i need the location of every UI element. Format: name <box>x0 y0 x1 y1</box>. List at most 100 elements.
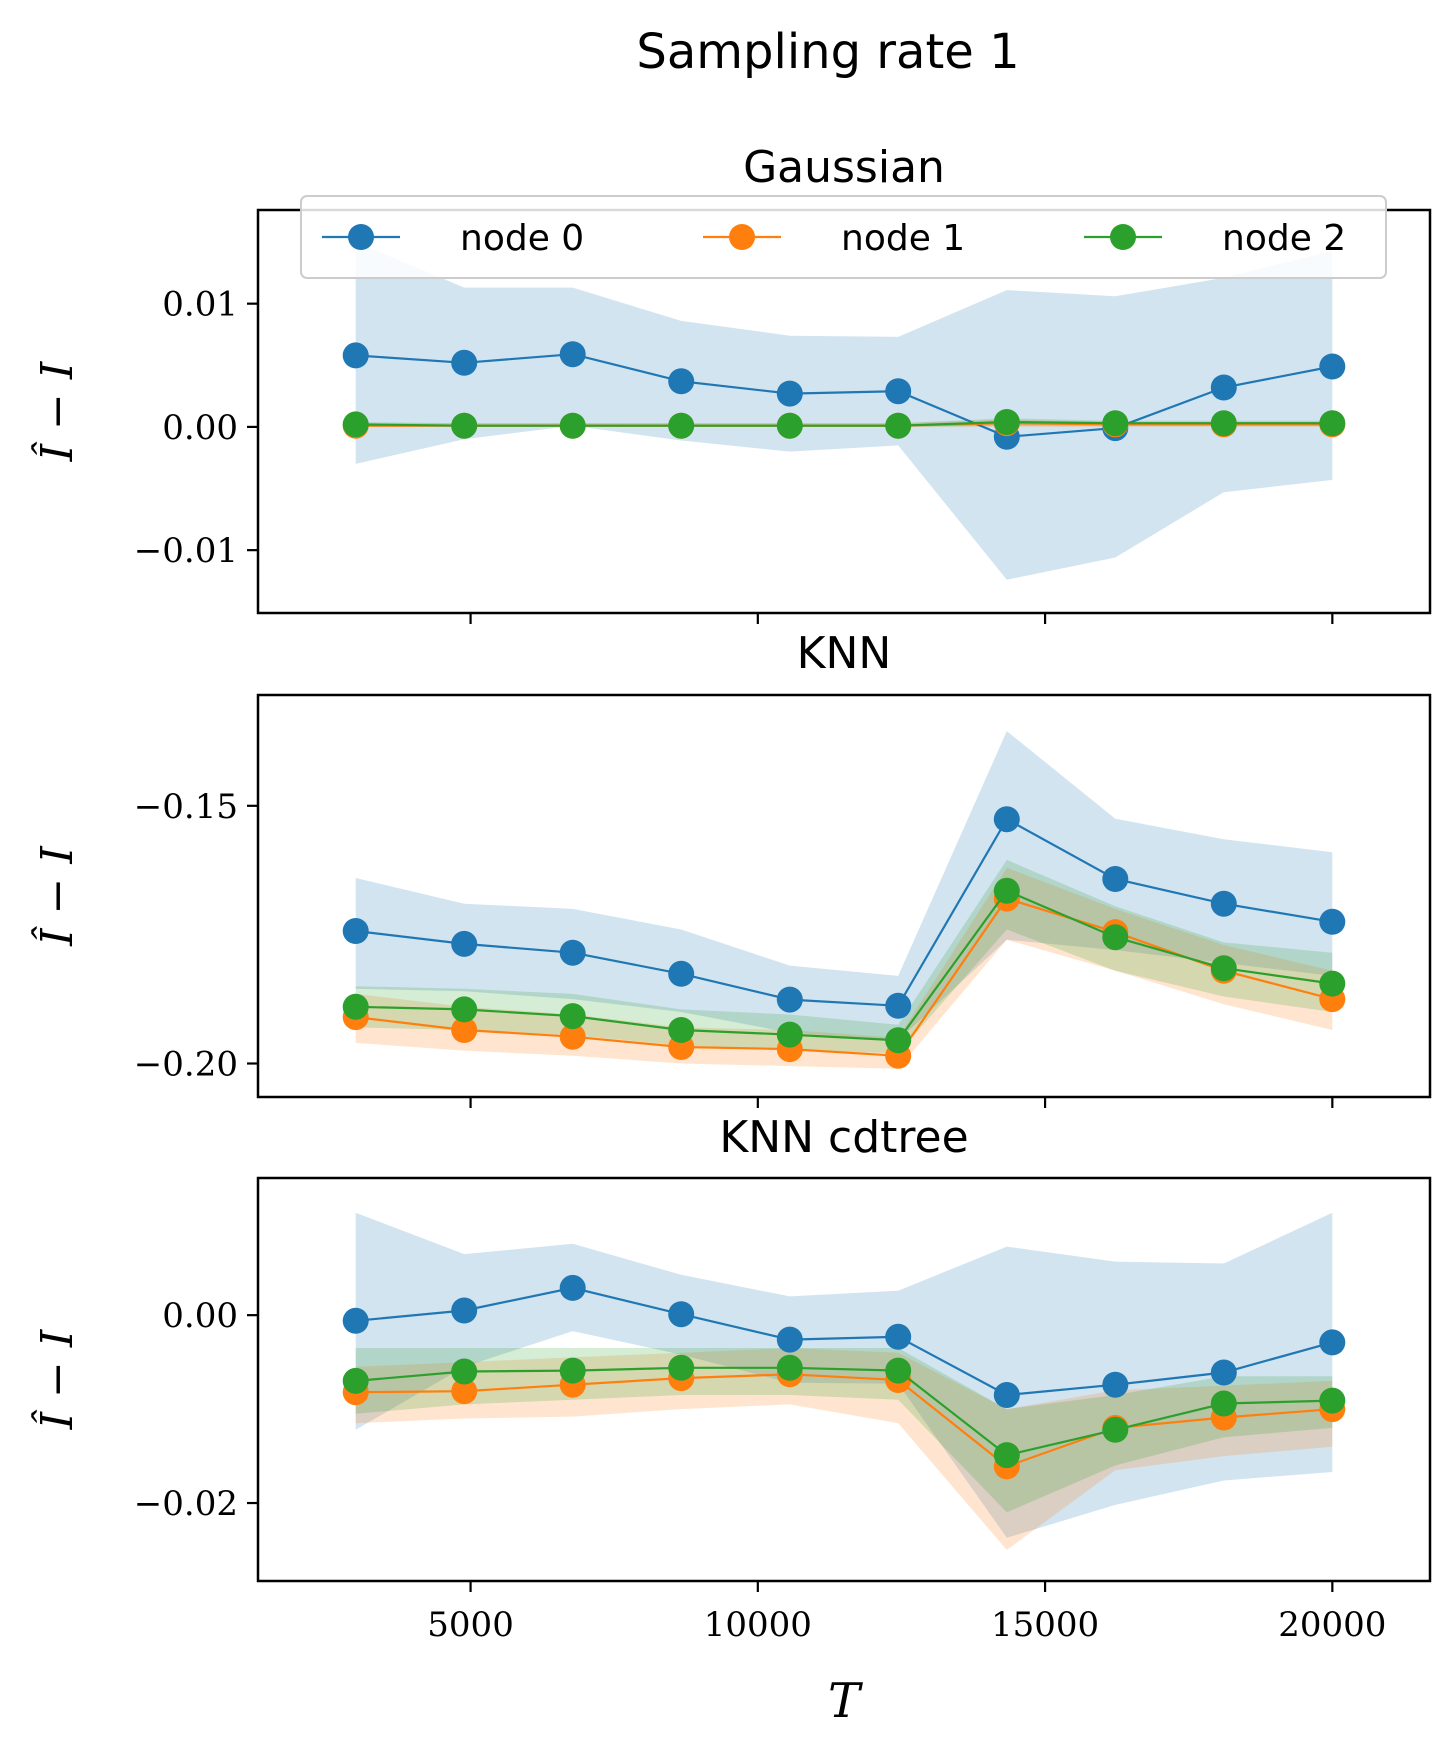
point-node-2 <box>559 412 586 439</box>
x-tick-label: 15000 <box>991 1605 1099 1645</box>
band-node-0 <box>355 731 1333 1041</box>
point-node-0 <box>1319 1329 1346 1356</box>
point-node-0 <box>885 1323 912 1350</box>
point-node-2 <box>342 411 369 438</box>
point-node-1 <box>559 1023 586 1050</box>
y-axis-label: Î − I <box>30 360 83 462</box>
point-node-2 <box>776 1021 803 1048</box>
point-node-2 <box>885 1027 912 1054</box>
point-node-2 <box>885 412 912 439</box>
line-node-2 <box>355 420 1333 427</box>
point-node-2 <box>1102 924 1129 951</box>
point-node-0 <box>342 918 369 944</box>
y-tick-label: −0.20 <box>134 1045 238 1085</box>
line-node-2 <box>355 889 1333 1042</box>
legend-label: node 0 <box>460 218 584 259</box>
point-node-0 <box>451 1297 478 1324</box>
line-node-1 <box>355 1373 1333 1468</box>
legend-label: node 2 <box>1222 218 1346 259</box>
point-node-2 <box>451 996 478 1023</box>
x-tick-label: 10000 <box>704 1605 812 1645</box>
point-node-2 <box>668 412 695 439</box>
point-node-0 <box>1210 1359 1237 1386</box>
panel-knn-cdtree: KNN cdtree 5000 10000 15000 20000 0.00 −0.02 Î… <box>30 1112 1432 1645</box>
legend-marker <box>1110 224 1136 250</box>
line-node-1 <box>355 897 1333 1057</box>
point-node-1 <box>451 1378 478 1405</box>
plot-area <box>342 242 1346 580</box>
point-node-2 <box>668 1354 695 1381</box>
panel-title: Gaussian <box>743 142 945 193</box>
point-node-0 <box>451 930 478 957</box>
point-node-0 <box>1102 1371 1129 1398</box>
point-node-0 <box>885 992 912 1019</box>
point-node-2 <box>993 1442 1020 1469</box>
point-node-2 <box>342 1367 369 1394</box>
point-node-0 <box>668 1301 695 1328</box>
point-node-0 <box>1210 374 1237 401</box>
band-node-2 <box>355 1348 1333 1513</box>
point-node-0 <box>1319 908 1346 935</box>
point-node-0 <box>885 378 912 405</box>
point-node-2 <box>993 409 1020 435</box>
y-tick-label: 0.01 <box>162 285 238 325</box>
legend-label: node 1 <box>841 218 965 259</box>
y-tick-label: 0.00 <box>162 1296 238 1336</box>
x-tick-label: 5000 <box>427 1605 514 1645</box>
point-node-0 <box>451 349 478 376</box>
line-node-0 <box>355 817 1333 1007</box>
point-node-2 <box>1102 410 1129 437</box>
point-node-0 <box>776 1326 803 1353</box>
point-node-2 <box>1210 410 1237 437</box>
point-node-2 <box>342 993 369 1020</box>
point-node-2 <box>451 1358 478 1385</box>
point-node-2 <box>559 1357 586 1384</box>
point-node-2 <box>776 412 803 439</box>
point-node-2 <box>885 1357 912 1384</box>
legend-marker <box>729 224 755 250</box>
point-node-0 <box>1102 866 1129 892</box>
y-axis-label: Î − I <box>30 845 83 947</box>
point-node-2 <box>451 412 478 439</box>
band-node-2 <box>355 859 1333 1054</box>
axes-frame <box>256 1176 1432 1583</box>
band-node-1 <box>355 867 1333 1069</box>
point-node-2 <box>1319 410 1346 437</box>
point-node-2 <box>1319 1387 1346 1414</box>
point-node-0 <box>668 368 695 395</box>
point-node-2 <box>668 1017 695 1043</box>
point-node-0 <box>776 380 803 407</box>
y-tick-label: −0.02 <box>134 1484 238 1524</box>
axes-frame <box>256 693 1432 1099</box>
point-node-0 <box>342 1307 369 1334</box>
y-axis-label: Î − I <box>30 1328 83 1430</box>
line-node-0 <box>355 1286 1333 1397</box>
plot-area <box>342 1212 1346 1550</box>
panel-title: KNN cdtree <box>719 1112 968 1163</box>
panel-title: KNN <box>797 628 892 679</box>
point-node-0 <box>776 986 803 1013</box>
line-node-0 <box>355 353 1333 438</box>
band-node-1 <box>355 1348 1333 1550</box>
point-node-0 <box>1210 890 1237 917</box>
point-node-0 <box>668 960 695 987</box>
point-node-2 <box>1102 1416 1129 1443</box>
point-node-2 <box>1319 970 1346 997</box>
legend-marker <box>348 224 374 250</box>
x-tick-label: 20000 <box>1278 1605 1386 1645</box>
x-axis-label: T <box>828 1673 863 1729</box>
panel-knn: KNN −0.15 −0.20 Î − I <box>30 628 1432 1108</box>
point-node-0 <box>342 342 369 369</box>
legend-box <box>300 195 1387 279</box>
point-node-2 <box>993 877 1020 904</box>
point-node-0 <box>559 1274 586 1301</box>
plot-area <box>342 731 1346 1069</box>
point-node-0 <box>993 806 1020 833</box>
point-node-2 <box>1210 955 1237 982</box>
point-node-0 <box>559 939 586 966</box>
point-node-0 <box>993 1382 1020 1408</box>
point-node-1 <box>451 1017 478 1043</box>
legend: node 0 node 1 node 2 <box>300 195 1387 279</box>
y-tick-label: −0.01 <box>134 531 238 571</box>
